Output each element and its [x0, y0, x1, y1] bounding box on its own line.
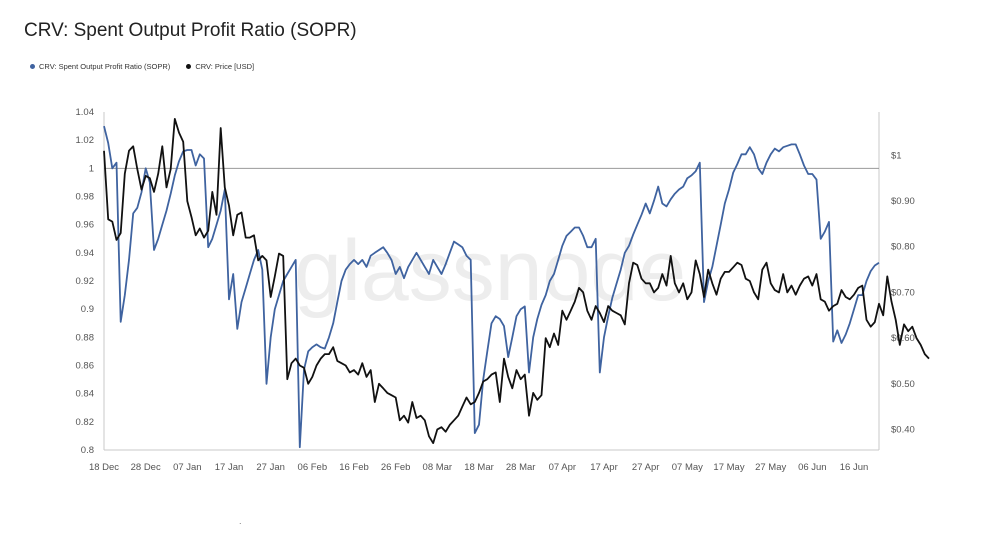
x-tick-label: 16 Jun [840, 462, 869, 473]
y-left-tick-label: 0.82 [76, 417, 95, 428]
x-tick-label: 07 May [672, 462, 703, 473]
y-left-tick-label: 0.86 [76, 361, 95, 372]
y-left-tick-label: 0.8 [81, 445, 94, 456]
y-right-tick-label: $0.90 [891, 196, 915, 207]
legend: CRV: Spent Output Profit Ratio (SOPR) CR… [30, 62, 254, 71]
legend-item-price[interactable]: CRV: Price [USD] [186, 62, 254, 71]
x-tick-label: 06 Feb [298, 462, 328, 473]
x-tick-label: 07 Jan [173, 462, 202, 473]
series-line-sopr [103, 125, 880, 449]
y-left-tick-label: 1.04 [76, 107, 95, 118]
x-tick-label: 27 May [755, 462, 786, 473]
y-right-tick-label: $0.40 [891, 424, 915, 435]
x-tick-label: 18 Mar [464, 462, 494, 473]
x-tick-label: 26 Feb [381, 462, 411, 473]
y-left-tick-label: 0.98 [76, 192, 95, 203]
x-tick-label: 28 Mar [506, 462, 536, 473]
legend-label-sopr: CRV: Spent Output Profit Ratio (SOPR) [39, 62, 171, 71]
y-left-tick-label: 0.92 [76, 276, 95, 287]
y-left-tick-label: 0.88 [76, 332, 95, 343]
legend-label-price: CRV: Price [USD] [195, 62, 255, 71]
y-left-tick-label: 0.9 [81, 304, 94, 315]
y-left-tick-label: 0.96 [76, 220, 95, 231]
y-right-tick-label: $0.70 [891, 287, 915, 298]
y-left-tick-label: 1.02 [76, 135, 95, 146]
y-right-tick-label: $1 [891, 150, 902, 161]
x-tick-label: 17 Apr [590, 462, 617, 473]
x-tick-label: 06 Jun [798, 462, 827, 473]
x-tick-label: 27 Apr [632, 462, 659, 473]
chart-title: CRV: Spent Output Profit Ratio (SOPR) [24, 20, 357, 41]
x-tick-label: 08 Mar [423, 462, 453, 473]
x-tick-label: 16 Feb [339, 462, 369, 473]
y-left-tick-label: 0.94 [76, 248, 95, 259]
legend-dot-price [186, 64, 192, 69]
y-right-tick-label: $0.80 [891, 242, 915, 253]
legend-dot-sopr [30, 64, 35, 69]
x-tick-label: 28 Dec [131, 462, 161, 473]
x-tick-label: 27 Jan [256, 462, 285, 473]
legend-item-sopr[interactable]: CRV: Spent Output Profit Ratio (SOPR) [30, 62, 170, 71]
series-line-price [103, 118, 930, 445]
x-tick-label: 07 Apr [549, 462, 576, 473]
y-left-tick-label: 0.84 [76, 389, 95, 400]
y-left-tick-label: 1 [89, 163, 94, 174]
y-right-tick-label: $0.50 [891, 379, 915, 390]
x-tick-label: 18 Dec [89, 462, 119, 473]
x-tick-label: 17 Jan [215, 462, 244, 473]
x-tick-label: 17 May [713, 462, 744, 473]
y-right-tick-label: $0.60 [891, 333, 915, 344]
stray-mark: . [239, 516, 242, 526]
